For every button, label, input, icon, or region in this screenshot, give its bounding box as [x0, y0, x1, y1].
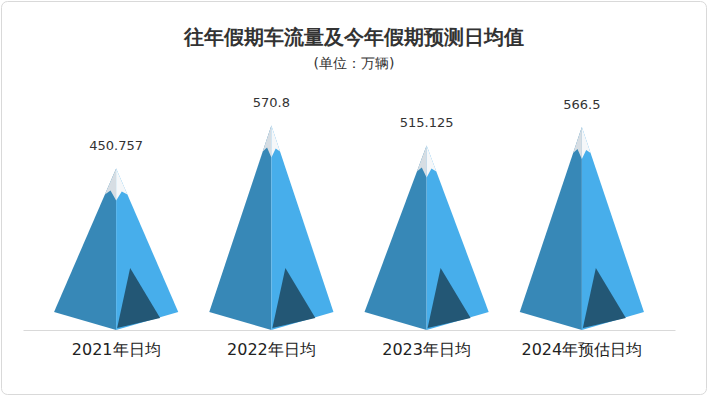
marks: [54, 125, 644, 330]
mountain-shadow: [272, 268, 315, 328]
mountain: [54, 168, 178, 330]
mountain-right-face: [582, 127, 644, 330]
snow-right: [427, 145, 437, 177]
mountain-shadow: [583, 268, 626, 328]
x-tick: 2023年日均: [382, 330, 471, 359]
mountain-left-face: [520, 127, 582, 330]
chart-root: 往年假期车流量及今年假期预测日均值 (单位：万辆) 450.757 570.8 515.…: [0, 0, 708, 396]
x-tick: 2024年预估日均: [521, 330, 642, 359]
x-tick: 2021年日均: [72, 330, 161, 359]
mountain-right-face: [116, 168, 178, 330]
mountain-shadow: [428, 268, 471, 328]
data-label: 566.5: [563, 97, 600, 112]
frame: [2, 2, 707, 395]
title: 往年假期车流量及今年假期预测日均值: [183, 25, 524, 49]
snow-left: [263, 125, 272, 157]
mountain-right-face: [271, 125, 333, 330]
snow-right: [116, 168, 127, 200]
data-labels: 450.757 570.8 515.125 566.5: [89, 95, 600, 153]
snow-left: [105, 168, 116, 200]
mountain: [520, 127, 644, 330]
data-label: 570.8: [253, 95, 290, 110]
data-label: 515.125: [400, 115, 454, 130]
mountain-left-face: [209, 125, 271, 330]
snow-left: [573, 127, 582, 159]
mountain-left-face: [365, 145, 427, 330]
x-axis-line: [24, 330, 676, 331]
mountain-right-face: [427, 145, 489, 330]
snow-right: [271, 125, 280, 157]
snow-right: [582, 127, 591, 159]
mountain-shadow: [117, 268, 160, 328]
x-tick-label: 2021年日均: [72, 340, 161, 359]
x-tick-label: 2023年日均: [382, 340, 471, 359]
x-axis: 2021年日均 2022年日均 2023年日均 2024年预估日均: [24, 330, 676, 359]
data-label: 450.757: [89, 138, 143, 153]
x-tick: 2022年日均: [227, 330, 316, 359]
x-tick-label: 2024年预估日均: [521, 340, 642, 359]
mountain-left-face: [54, 168, 116, 330]
snow-left: [417, 145, 427, 177]
mountain: [209, 125, 333, 330]
subtitle: (单位：万辆): [314, 55, 395, 71]
mountain: [365, 145, 489, 330]
x-tick-label: 2022年日均: [227, 340, 316, 359]
